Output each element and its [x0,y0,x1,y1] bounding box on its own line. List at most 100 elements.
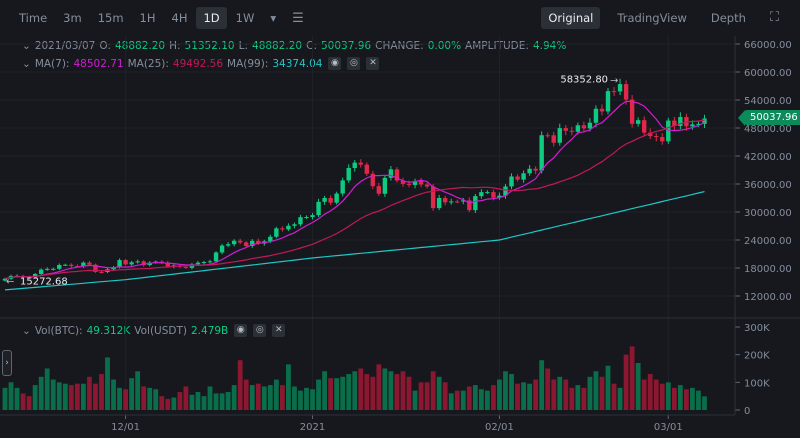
candle [623,84,629,100]
interval-time[interactable]: Time [19,11,48,25]
more-intervals-dropdown-icon[interactable]: ▾ [270,11,277,25]
ma7-label: MA(7): [34,57,70,70]
candle [485,192,490,194]
volume-bar [593,371,599,410]
volume-bar [346,374,352,410]
price-tick-label: 48000.00 [744,124,792,135]
price-tick-label: 42000.00 [744,152,792,163]
candle [225,244,231,246]
candle [563,128,568,131]
volume-bar [68,385,74,410]
close-icon[interactable]: ✕ [272,324,286,337]
volume-bar [62,383,68,410]
volume-bar [117,387,122,410]
volume-bar [611,383,617,410]
collapse-chevron-icon[interactable]: ⌄ [22,57,31,70]
fullscreen-icon[interactable]: ⛶ [769,10,779,25]
candle [370,173,376,187]
view-original[interactable]: Original [541,6,601,29]
view-depth[interactable]: Depth [710,10,746,25]
volume-bar [635,362,641,410]
candle [274,228,279,237]
volume-tick-label: 0 [744,406,750,417]
collapse-chevron-icon[interactable]: ⌄ [22,40,31,52]
candle [57,264,62,269]
interval-1w[interactable]: 1W [235,11,255,25]
eye-icon[interactable]: ◉ [234,324,248,337]
candle [388,169,394,178]
candle [509,176,514,187]
candle [551,135,556,143]
open-label: O: [99,40,111,52]
volume-bar [177,392,183,410]
volume-bar [641,379,647,410]
volume-bar [364,374,370,410]
volume-bar [207,386,213,410]
interval-15m[interactable]: 15m [97,11,124,25]
expand-panel-handle[interactable]: › [2,350,12,376]
volume-bar [310,389,315,410]
interval-1d[interactable]: 1D [196,7,227,29]
volume-bar [696,390,701,410]
volume-bar [32,385,38,410]
candle [183,266,189,268]
ma-legend: ⌄ MA(7): 48502.71 MA(25): 49492.56 MA(99):… [22,57,380,70]
candle [292,224,297,226]
volume-tick-label: 300K [744,323,770,334]
volume-bar [316,379,321,410]
volume-bar [587,376,593,410]
interval-1h[interactable]: 1H [139,11,156,25]
interval-3m[interactable]: 3m [63,11,82,25]
volume-bar [74,383,80,410]
interval-4h[interactable]: 4H [171,11,188,25]
volume-bar [273,379,279,410]
volume-bar [243,379,249,410]
volume-bar [147,387,153,410]
candle [461,200,466,202]
volume-bar [521,382,526,410]
volume-bar [539,360,545,410]
candle [129,262,134,265]
settings-icon[interactable]: ◎ [253,324,267,337]
date-tick-label: 2021 [300,422,325,433]
candle [678,117,683,126]
candle [159,261,164,263]
volume-bar [382,368,388,410]
close-value: 50037.96 [321,40,372,52]
volume-bar [340,376,346,410]
candle [539,135,544,171]
volume-bar [683,389,689,410]
volume-bar [388,371,394,410]
candle [219,245,225,253]
ma25-label: MA(25): [127,57,169,70]
settings-icon[interactable]: ◎ [347,57,361,70]
close-icon[interactable]: ✕ [366,57,380,70]
candle [346,167,351,181]
volume-bar [563,379,569,410]
price-tick-label: 60000.00 [744,68,792,79]
candle [654,136,659,138]
view-tradingview[interactable]: TradingView [617,10,687,25]
candle [165,262,171,267]
volume-bar [665,382,671,410]
high-label: H: [169,40,181,52]
volume-bar [171,397,177,410]
volume-bar [515,383,520,410]
volume-bar [533,379,539,410]
volume-bar [653,379,659,410]
volume-bar [478,389,484,410]
arrow-right-icon: → [610,76,618,87]
volume-bar [677,385,683,410]
eye-icon[interactable]: ◉ [328,57,342,70]
price-tick-label: 18000.00 [744,264,792,275]
candle [467,200,472,211]
collapse-chevron-icon[interactable]: ⌄ [22,324,31,337]
candle [310,215,315,218]
volume-bar [14,387,20,410]
volume-bar [279,385,285,410]
indicator-settings-icon[interactable]: ☰ [292,10,304,26]
candle [575,125,581,132]
candle [497,195,502,198]
volume-bar [219,393,225,410]
